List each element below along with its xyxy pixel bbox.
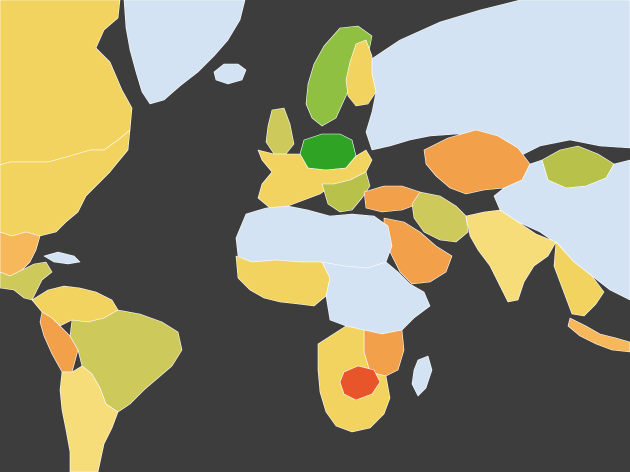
region-iceland[interactable] xyxy=(213,63,247,85)
region-iran[interactable] xyxy=(411,191,469,243)
region-finland[interactable] xyxy=(345,39,377,107)
region-central-america[interactable] xyxy=(0,261,53,301)
region-south-america-south[interactable] xyxy=(59,365,119,472)
region-north-africa[interactable] xyxy=(235,205,393,269)
region-china[interactable] xyxy=(493,159,630,301)
region-greenland[interactable] xyxy=(123,0,246,105)
region-arabia[interactable] xyxy=(383,217,453,285)
region-southeast-asia[interactable] xyxy=(553,241,605,317)
region-central-africa[interactable] xyxy=(321,261,431,335)
region-cuba[interactable] xyxy=(43,251,81,265)
region-indonesia[interactable] xyxy=(567,317,630,353)
region-india[interactable] xyxy=(465,209,557,303)
region-zimbabwe[interactable] xyxy=(339,365,381,401)
region-madagascar[interactable] xyxy=(411,355,433,397)
region-west-africa[interactable] xyxy=(235,255,331,307)
region-poland[interactable] xyxy=(299,133,357,171)
